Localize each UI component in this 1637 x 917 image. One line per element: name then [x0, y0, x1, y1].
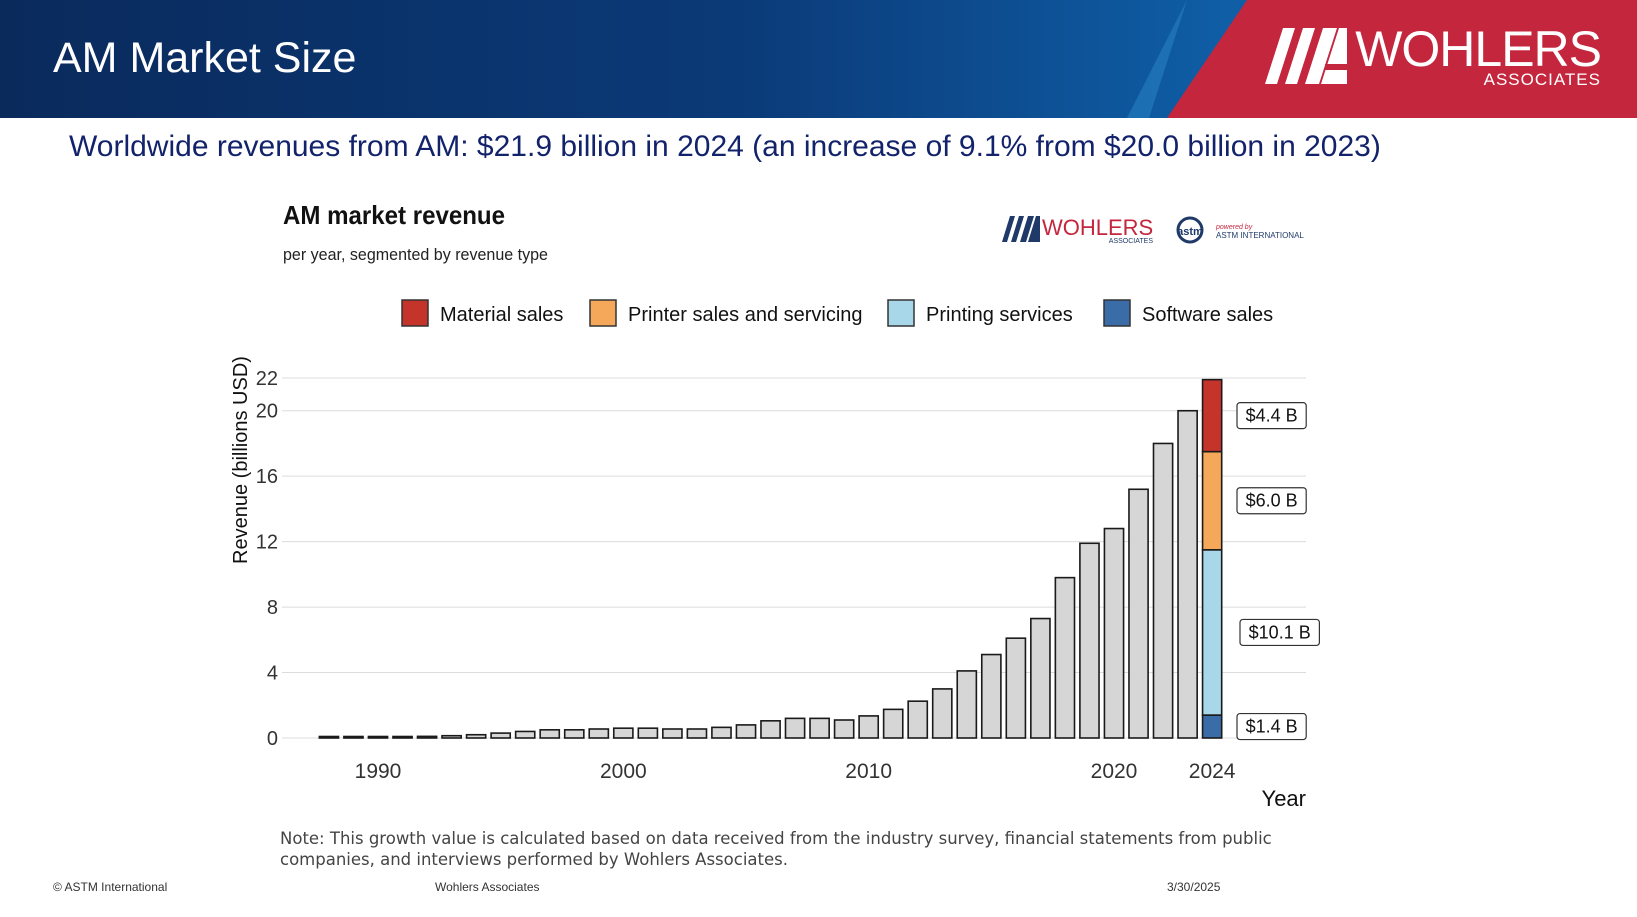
footer-center: Wohlers Associates: [435, 880, 540, 894]
bar-1990: [367, 735, 389, 739]
value-label-box: [1236, 487, 1307, 515]
bar-2016: [1005, 637, 1027, 739]
x-axis-label: Year: [1262, 786, 1306, 811]
footer-copyright: © ASTM International: [53, 880, 168, 894]
value-label: $4.4 B: [1246, 406, 1298, 426]
bar-1992: [416, 735, 438, 739]
value-label: $6.0 B: [1246, 491, 1298, 511]
segment-material-sales: [1201, 378, 1223, 453]
footer-date: 3/30/2025: [1167, 880, 1221, 894]
bar-1998: [563, 729, 585, 739]
bar-1988: [318, 735, 340, 739]
chart-wohlers-logo: WOHLERS ASSOCIATES: [1002, 215, 1153, 245]
bar-1989: [343, 735, 364, 739]
y-tick-label: 0: [267, 728, 278, 750]
header-banner: [0, 0, 1637, 118]
legend-label: Software sales: [1142, 304, 1273, 326]
bar-2019: [1079, 542, 1100, 739]
wohlers-logo-mark: [1265, 28, 1347, 84]
bar-2010: [858, 715, 880, 739]
y-tick-label: 12: [256, 532, 278, 554]
x-tick-label: 2024: [1189, 760, 1236, 783]
chart-grid: [282, 377, 1306, 739]
bar-2005: [735, 724, 757, 739]
bar-2018: [1054, 576, 1076, 739]
chart-note: Note: This growth value is calculated ba…: [280, 829, 1272, 869]
bar-2001: [637, 727, 659, 739]
y-axis-label: Revenue (billions USD): [230, 356, 252, 564]
bar-2000: [612, 727, 634, 739]
segment-printer-sales-and-servicing: [1201, 450, 1223, 551]
chart-subtitle: per year, segmented by revenue type: [283, 245, 548, 264]
value-label-box: [1236, 402, 1307, 430]
bar-1993: [441, 734, 462, 739]
brand-sub: ASSOCIATES: [1483, 70, 1601, 89]
bar-1996: [514, 730, 536, 739]
y-axis: 0 4 8 12 16 20 22: [256, 368, 278, 750]
bar-2004: [711, 726, 732, 739]
bar-2012: [907, 700, 929, 739]
legend-label: Printer sales and servicing: [628, 304, 863, 326]
x-tick-label: 1990: [355, 760, 402, 783]
legend-swatch: [401, 299, 429, 327]
x-tick-label: 2000: [600, 760, 647, 783]
header-brand-panel: [1167, 0, 1637, 118]
bar-2003: [686, 728, 708, 739]
bar-2017: [1030, 617, 1051, 739]
bar-2021: [1128, 488, 1149, 739]
bar-2006: [760, 720, 781, 739]
bar-2013: [931, 688, 953, 739]
brand-name: WOHLERS: [1355, 21, 1602, 77]
bar-2011: [882, 708, 904, 739]
x-tick-label: 2020: [1091, 760, 1138, 783]
value-label: $1.4 B: [1246, 717, 1298, 737]
bar-2015: [980, 653, 1002, 739]
bar-1995: [490, 732, 512, 739]
y-tick-label: 16: [256, 466, 278, 488]
bars: [318, 409, 1198, 739]
astm-logo: astm powered by ASTM INTERNATIONAL: [1176, 216, 1304, 244]
y-tick-label: 8: [267, 597, 278, 619]
bar-2007: [784, 717, 806, 739]
chart-logos: WOHLERS ASSOCIATES astm powered by ASTM …: [1002, 215, 1304, 245]
value-label: $10.1 B: [1249, 622, 1311, 642]
bar-2023: [1177, 409, 1198, 739]
bar-2022: [1152, 442, 1174, 739]
legend-swatch: [589, 299, 617, 327]
bar-1991: [392, 735, 413, 739]
astm-name-text: ASTM INTERNATIONAL: [1216, 231, 1304, 240]
chart-logo-wohlers-sub: ASSOCIATES: [1109, 238, 1154, 245]
x-tick-label: 2010: [845, 760, 892, 783]
x-axis: 1990 2000 2010 2020 2024: [355, 760, 1236, 783]
y-tick-label: 22: [256, 368, 278, 390]
segment-software-sales: [1201, 714, 1223, 739]
bar-2009: [833, 719, 855, 739]
astm-mark: astm: [1177, 226, 1203, 238]
chart-logo-wohlers-text: WOHLERS: [1042, 215, 1153, 240]
slide-subtitle: Worldwide revenues from AM: $21.9 billio…: [69, 130, 1381, 163]
legend-label: Printing services: [926, 304, 1073, 326]
chart-title: AM market revenue: [283, 200, 505, 230]
bar-2008: [809, 717, 830, 739]
slide-title: AM Market Size: [53, 34, 357, 82]
y-tick-label: 20: [256, 401, 278, 423]
bar-1994: [465, 733, 487, 739]
value-label-box: [1239, 618, 1321, 647]
bar-1999: [588, 728, 610, 739]
stacked-bar-2024: $1.4 B $10.1 B $6.0 B $4.4 B: [1201, 378, 1321, 741]
legend-label: Material sales: [440, 304, 563, 326]
segment-printing-services: [1201, 549, 1223, 716]
chart-legend: Material sales Printer sales and servicin…: [401, 299, 1273, 327]
legend-swatch: [887, 299, 915, 327]
value-label-box: [1236, 712, 1307, 741]
y-tick-label: 4: [267, 663, 278, 685]
bar-2002: [662, 728, 683, 739]
bar-2020: [1103, 527, 1125, 739]
astm-powered-text: powered by: [1215, 224, 1253, 231]
bar-2014: [956, 670, 978, 739]
legend-swatch: [1103, 299, 1131, 327]
bar-1997: [539, 729, 561, 739]
